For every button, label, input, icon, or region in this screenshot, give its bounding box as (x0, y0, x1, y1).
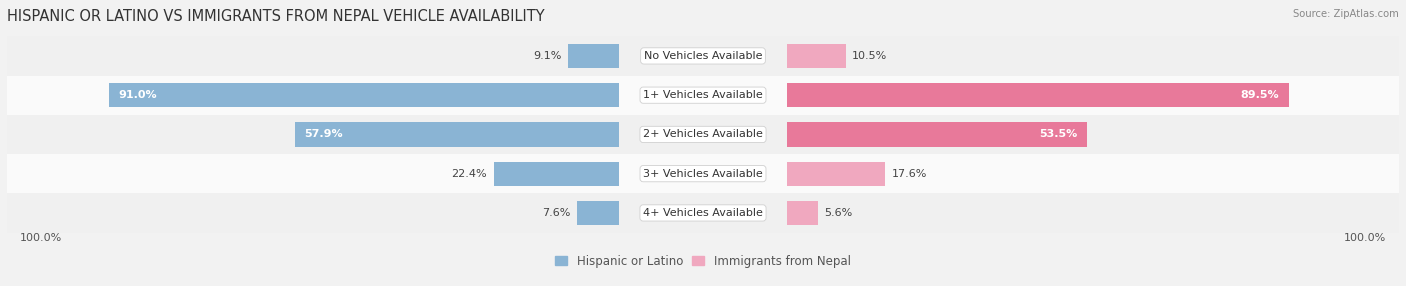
Bar (7, 76, 1399, 115)
Text: 53.5%: 53.5% (1039, 130, 1077, 139)
Text: Source: ZipAtlas.com: Source: ZipAtlas.com (1294, 9, 1399, 19)
Bar (7, 115, 1399, 154)
Text: 57.9%: 57.9% (304, 130, 343, 139)
Text: 100.0%: 100.0% (20, 233, 62, 243)
Bar (787, 83, 1288, 107)
Bar (568, 44, 619, 68)
Text: 100.0%: 100.0% (1344, 233, 1386, 243)
Text: 17.6%: 17.6% (891, 169, 928, 179)
Text: 7.6%: 7.6% (541, 208, 571, 218)
Bar (110, 83, 619, 107)
Bar (787, 122, 1087, 147)
Bar (7, 36, 1399, 76)
Text: 9.1%: 9.1% (533, 51, 562, 61)
Text: 3+ Vehicles Available: 3+ Vehicles Available (643, 169, 763, 179)
Text: No Vehicles Available: No Vehicles Available (644, 51, 762, 61)
Bar (7, 193, 1399, 233)
Text: 2+ Vehicles Available: 2+ Vehicles Available (643, 130, 763, 139)
Bar (787, 162, 886, 186)
Bar (494, 162, 619, 186)
Text: 1+ Vehicles Available: 1+ Vehicles Available (643, 90, 763, 100)
Text: 89.5%: 89.5% (1240, 90, 1279, 100)
Text: 22.4%: 22.4% (451, 169, 488, 179)
Text: 4+ Vehicles Available: 4+ Vehicles Available (643, 208, 763, 218)
Text: HISPANIC OR LATINO VS IMMIGRANTS FROM NEPAL VEHICLE AVAILABILITY: HISPANIC OR LATINO VS IMMIGRANTS FROM NE… (7, 9, 544, 23)
Text: 5.6%: 5.6% (824, 208, 853, 218)
Text: 91.0%: 91.0% (118, 90, 157, 100)
Bar (7, 154, 1399, 193)
Bar (576, 201, 619, 225)
Bar (787, 201, 818, 225)
Legend: Hispanic or Latino, Immigrants from Nepal: Hispanic or Latino, Immigrants from Nepa… (551, 250, 855, 273)
Bar (295, 122, 619, 147)
Text: 10.5%: 10.5% (852, 51, 887, 61)
Bar (787, 44, 845, 68)
